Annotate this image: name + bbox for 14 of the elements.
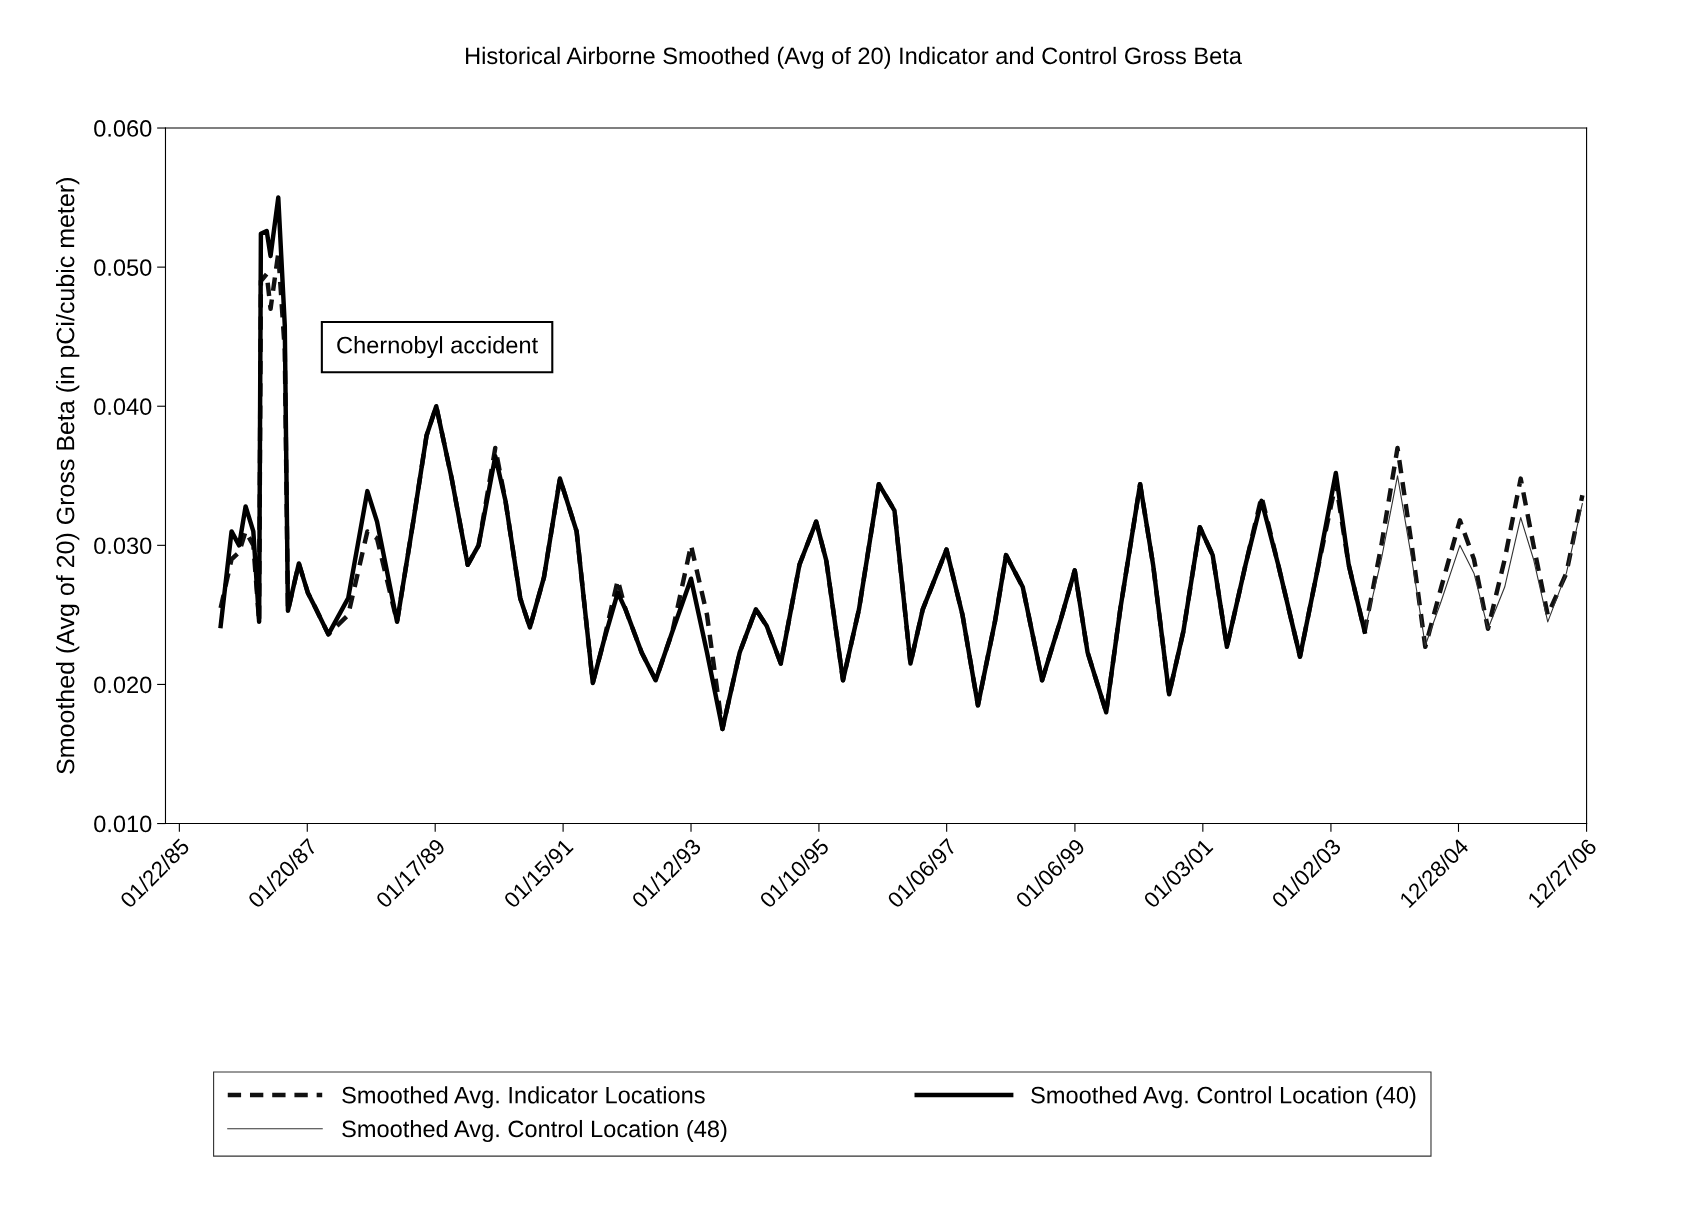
y-tick-label: 0.050 xyxy=(94,259,152,276)
line-series xyxy=(1364,475,1583,647)
y-tick-label: 0.010 xyxy=(94,815,152,833)
chart-title: Historical Airborne Smoothed (Avg of 20) Indicator and Control Gross Beta xyxy=(466,46,1242,69)
line-series xyxy=(218,195,1367,732)
y-tick-label: 0.040 xyxy=(94,398,152,416)
legend-label: Smoothed Avg. Control Location (48) xyxy=(342,1119,727,1142)
annotation: Chernobyl accident xyxy=(337,336,538,359)
legend-label: Smoothed Avg. Indicator Locations xyxy=(342,1086,705,1109)
y-tick-label: 0.030 xyxy=(94,537,152,555)
legend-label: Smoothed Avg. Control Location (40) xyxy=(1031,1086,1416,1109)
y-axis-title: Smoothed (Avg of 20) Gross Beta (in pCi/cubic meter) xyxy=(56,178,80,774)
y-tick-label: 0.060 xyxy=(94,120,152,137)
y-tick-label: 0.020 xyxy=(94,676,152,694)
